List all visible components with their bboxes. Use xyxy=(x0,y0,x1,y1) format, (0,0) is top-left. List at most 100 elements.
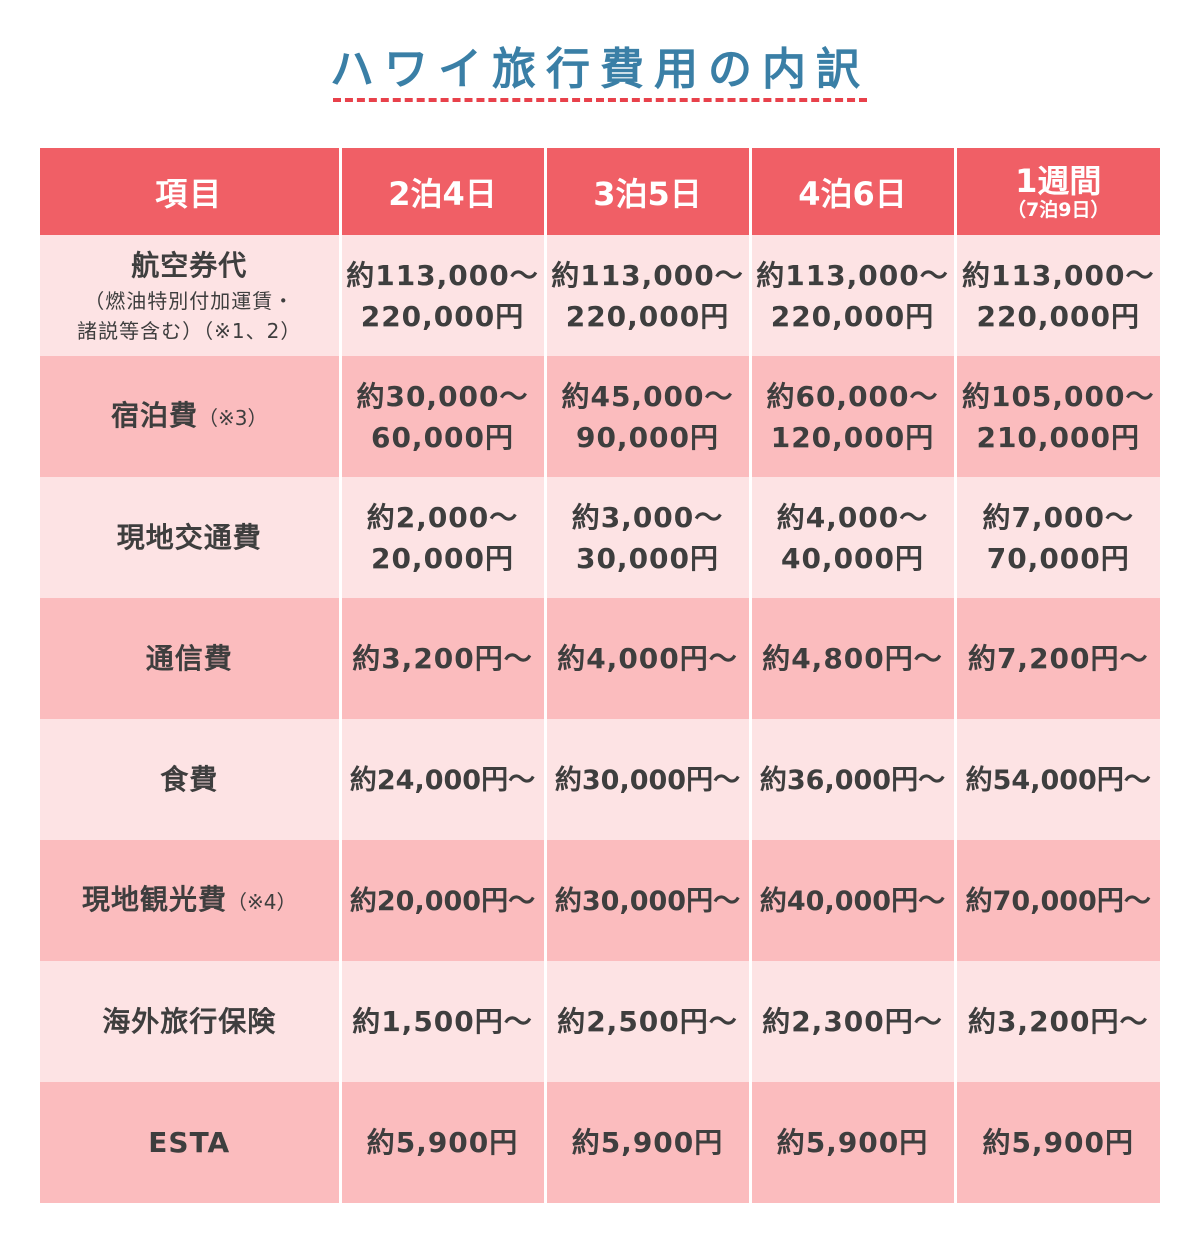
page-title: ハワイ旅行費用の内訳 xyxy=(330,44,870,95)
title-dashed-underline xyxy=(333,98,867,102)
table-cell: 約1,500円〜 xyxy=(338,961,545,1082)
cell-line: 約5,900円 xyxy=(982,1126,1135,1159)
cell-line: 220,000円 xyxy=(565,299,730,333)
cell-line: 220,000円 xyxy=(770,299,935,333)
table-cell: 約4,000円〜 xyxy=(543,598,750,719)
cell-line: 約4,000〜 xyxy=(776,500,929,534)
table-cell: 約7,000〜 70,000円 xyxy=(953,477,1160,598)
table-row-esta: ESTA 約5,900円 約5,900円 約5,900円 約5,900円 xyxy=(40,1082,1160,1203)
cell-line: 約1,500円〜 xyxy=(352,1005,533,1038)
table-cell: 約70,000円〜 xyxy=(953,840,1160,961)
cell-line: 約3,200円〜 xyxy=(352,642,533,675)
cell-line: 約40,000円〜 xyxy=(759,885,946,917)
table-cell: 約3,200円〜 xyxy=(953,961,1160,1082)
cell-line: 約113,000〜 xyxy=(551,258,744,292)
cell-line: 70,000円 xyxy=(986,541,1130,575)
cell-line: 約3,200円〜 xyxy=(967,1005,1149,1038)
header-col-label: 2泊4日 xyxy=(388,174,497,213)
cell-line: 約20,000円〜 xyxy=(349,885,536,917)
table-cell: 約3,200円〜 xyxy=(338,598,545,719)
cell-line: 約113,000〜 xyxy=(756,258,949,292)
table-cell: 約113,000〜 220,000円 xyxy=(953,235,1160,356)
cell-line: 約60,000〜 xyxy=(766,379,939,413)
cost-breakdown-table: 項目 2泊4日 3泊5日 4泊6日 1週間 （7泊9日） 航空券代 （燃油特別付… xyxy=(40,148,1160,1203)
row-item-label: 現地交通費 xyxy=(116,521,262,554)
row-item-label: 食費 xyxy=(160,763,219,796)
table-cell: 約2,300円〜 xyxy=(748,961,955,1082)
row-item-cell: 航空券代 （燃油特別付加運賃・ 諸説等含む）（※1、2） xyxy=(40,235,340,356)
header-col-2n4d: 2泊4日 xyxy=(338,148,545,235)
cell-line: 30,000円 xyxy=(575,541,720,575)
cell-line: 210,000円 xyxy=(976,420,1141,454)
table-row-insurance: 海外旅行保険 約1,500円〜 約2,500円〜 約2,300円〜 約3,200… xyxy=(40,961,1160,1082)
table-cell: 約36,000円〜 xyxy=(748,719,955,840)
header-col-label: 3泊5日 xyxy=(593,174,702,213)
table-cell: 約30,000〜 60,000円 xyxy=(338,356,545,477)
cell-line: 約7,000〜 xyxy=(982,500,1135,534)
cell-line: 約30,000円〜 xyxy=(554,885,741,917)
table-cell: 約3,000〜 30,000円 xyxy=(543,477,750,598)
row-item-cell: 食費 xyxy=(40,719,340,840)
row-item-subnote: 諸説等含む）（※1、2） xyxy=(77,318,302,343)
cell-line: 約70,000円〜 xyxy=(965,885,1151,917)
cell-line: 220,000円 xyxy=(976,299,1141,333)
cell-line: 約5,900円 xyxy=(571,1126,724,1159)
table-cell: 約40,000円〜 xyxy=(748,840,955,961)
table-cell: 約4,800円〜 xyxy=(748,598,955,719)
header-col-label: 1週間 xyxy=(1015,161,1102,200)
cell-line: 約2,500円〜 xyxy=(557,1005,738,1038)
row-item-subnote: （燃油特別付加運賃・ xyxy=(84,288,295,313)
cell-line: 約5,900円 xyxy=(366,1126,519,1159)
table-cell: 約2,500円〜 xyxy=(543,961,750,1082)
row-item-label: ESTA xyxy=(148,1126,231,1159)
table-row-sightseeing: 現地観光費（※4） 約20,000円〜 約30,000円〜 約40,000円〜 … xyxy=(40,840,1160,961)
header-row: 項目 2泊4日 3泊5日 4泊6日 1週間 （7泊9日） xyxy=(40,148,1160,235)
table-cell: 約45,000〜 90,000円 xyxy=(543,356,750,477)
cell-line: 約113,000〜 xyxy=(346,258,539,292)
header-col-4n6d: 4泊6日 xyxy=(748,148,955,235)
cell-line: 約30,000〜 xyxy=(356,379,529,413)
table-cell: 約5,900円 xyxy=(748,1082,955,1203)
cell-line: 約113,000〜 xyxy=(961,258,1155,292)
row-item-label: 宿泊費 xyxy=(111,398,199,432)
table-row-airfare: 航空券代 （燃油特別付加運賃・ 諸説等含む）（※1、2） 約113,000〜 2… xyxy=(40,235,1160,356)
cell-line: 約105,000〜 xyxy=(961,379,1155,413)
cell-line: 約2,000〜 xyxy=(366,500,519,534)
row-item-cell: 現地交通費 xyxy=(40,477,340,598)
cell-line: 約7,200円〜 xyxy=(967,642,1149,675)
row-item-cell: ESTA xyxy=(40,1082,340,1203)
cell-line: 20,000円 xyxy=(370,541,515,575)
table-cell: 約113,000〜 220,000円 xyxy=(543,235,750,356)
cell-line: 40,000円 xyxy=(780,541,925,575)
table-cell: 約2,000〜 20,000円 xyxy=(338,477,545,598)
cell-line: 約5,900円 xyxy=(776,1126,929,1159)
cell-line: 60,000円 xyxy=(370,420,515,454)
header-col-label: 4泊6日 xyxy=(798,174,907,213)
table-cell: 約24,000円〜 xyxy=(338,719,545,840)
table-cell: 約113,000〜 220,000円 xyxy=(338,235,545,356)
table-cell: 約113,000〜 220,000円 xyxy=(748,235,955,356)
table-cell: 約5,900円 xyxy=(338,1082,545,1203)
row-item-cell: 現地観光費（※4） xyxy=(40,840,340,961)
table-row-local-transport: 現地交通費 約2,000〜 20,000円 約3,000〜 30,000円 約4… xyxy=(40,477,1160,598)
cell-line: 約45,000〜 xyxy=(561,379,734,413)
table-row-accommodation: 宿泊費（※3） 約30,000〜 60,000円 約45,000〜 90,000… xyxy=(40,356,1160,477)
row-item-label: 海外旅行保険 xyxy=(102,1005,277,1038)
header-col-3n5d: 3泊5日 xyxy=(543,148,750,235)
row-item-note: （※4） xyxy=(227,889,297,914)
table-cell: 約54,000円〜 xyxy=(953,719,1160,840)
header-item-label: 項目 xyxy=(155,174,224,213)
row-item-label: 航空券代 xyxy=(131,248,248,282)
cell-line: 約4,000円〜 xyxy=(557,642,738,675)
table-cell: 約4,000〜 40,000円 xyxy=(748,477,955,598)
header-col-sublabel: （7泊9日） xyxy=(1007,198,1110,221)
title-container: ハワイ旅行費用の内訳 xyxy=(0,40,1200,106)
row-item-cell: 通信費 xyxy=(40,598,340,719)
row-item-cell: 海外旅行保険 xyxy=(40,961,340,1082)
cell-line: 120,000円 xyxy=(770,420,935,454)
row-item-label: 現地観光費 xyxy=(82,882,228,916)
table-cell: 約30,000円〜 xyxy=(543,719,750,840)
cell-line: 90,000円 xyxy=(575,420,720,454)
table-cell: 約105,000〜 210,000円 xyxy=(953,356,1160,477)
table-row-communication: 通信費 約3,200円〜 約4,000円〜 約4,800円〜 約7,200円〜 xyxy=(40,598,1160,719)
